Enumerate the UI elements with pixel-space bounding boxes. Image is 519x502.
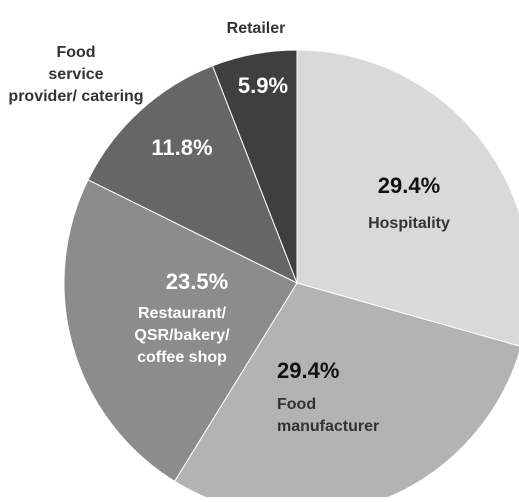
slice-category-label-4-line-3: provider/ catering (8, 88, 143, 105)
slice-value-label-5: 5.9% (238, 73, 288, 98)
pie-slices (63, 49, 519, 502)
slice-value-label-3: 23.5% (166, 269, 228, 294)
pie-slice-5 (211, 49, 298, 284)
slice-category-label-3-line-2: QSR/bakery/ (134, 327, 230, 344)
pie-labels: 29.4% Hospitality 29.4% Food manufacturer 23.… (8, 20, 450, 435)
pie-slice-3 (63, 179, 298, 482)
slice-category-label-5-line-1: Retailer (227, 20, 286, 37)
slice-category-label-2-line-1: Food (277, 396, 316, 413)
slice-value-label-1: 29.4% (378, 173, 440, 198)
slice-category-label-3-line-3: coffee shop (137, 349, 227, 366)
slice-category-label-4-line-1: Food (56, 44, 95, 61)
slice-value-label-4: 11.8% (151, 135, 212, 160)
slice-value-label-2: 29.4% (277, 358, 339, 383)
slice-category-label-4-line-2: service (48, 66, 103, 83)
slice-category-label-3-line-1: Restaurant/ (138, 305, 227, 322)
slice-category-label-1-line-1: Hospitality (368, 215, 450, 232)
pie-slice-4 (87, 65, 298, 285)
pie-slice-1 (296, 49, 519, 347)
slice-category-label-2-line-2: manufacturer (277, 418, 379, 435)
